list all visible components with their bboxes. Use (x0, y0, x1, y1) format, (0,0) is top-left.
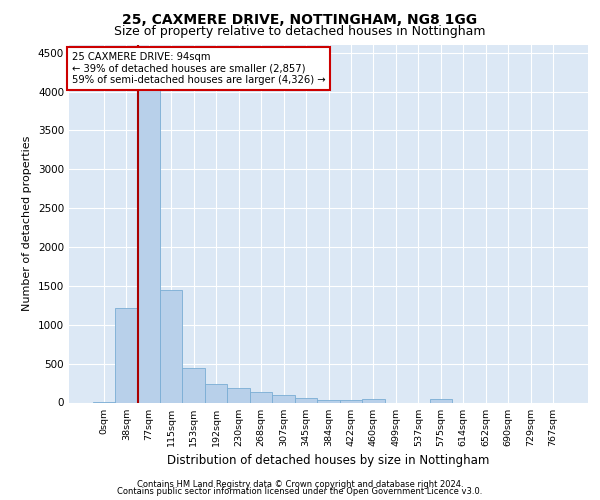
Y-axis label: Number of detached properties: Number of detached properties (22, 136, 32, 312)
Bar (137, 86, 160, 402)
Text: 25 CAXMERE DRIVE: 94sqm
← 39% of detached houses are smaller (2,857)
59% of semi: 25 CAXMERE DRIVE: 94sqm ← 39% of detache… (71, 52, 325, 86)
Bar (205, 384, 227, 402)
Bar (160, 290, 182, 403)
Bar (115, 308, 137, 402)
Text: Contains public sector information licensed under the Open Government Licence v3: Contains public sector information licen… (118, 487, 482, 496)
Bar (182, 368, 205, 402)
Bar (340, 400, 362, 402)
Text: Size of property relative to detached houses in Nottingham: Size of property relative to detached ho… (114, 25, 486, 38)
Bar (430, 400, 452, 402)
Bar (227, 388, 250, 402)
Bar (362, 400, 385, 402)
Bar (250, 392, 272, 402)
X-axis label: Distribution of detached houses by size in Nottingham: Distribution of detached houses by size … (167, 454, 490, 467)
Bar (317, 400, 340, 402)
Bar (295, 398, 317, 402)
Text: 25, CAXMERE DRIVE, NOTTINGHAM, NG8 1GG: 25, CAXMERE DRIVE, NOTTINGHAM, NG8 1GG (122, 12, 478, 26)
Bar (272, 394, 295, 402)
Text: Contains HM Land Registry data © Crown copyright and database right 2024.: Contains HM Land Registry data © Crown c… (137, 480, 463, 489)
